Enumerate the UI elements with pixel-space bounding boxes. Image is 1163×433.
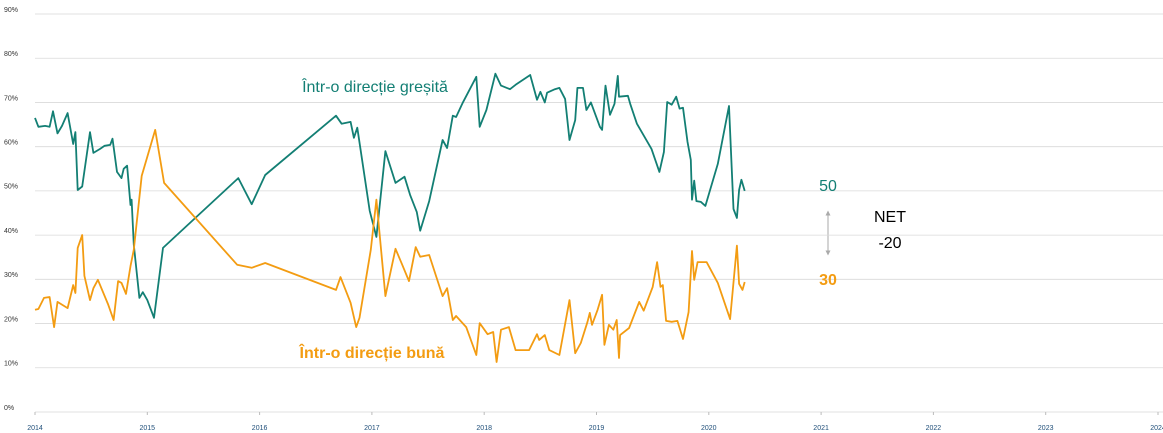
y-tick-label: 0% xyxy=(4,405,14,412)
series-label: Într-o direcție greșită xyxy=(301,77,448,96)
x-tick-label: 2015 xyxy=(140,425,156,432)
y-tick-label: 50% xyxy=(4,184,18,191)
x-tick-label: 2014 xyxy=(27,425,43,432)
series-label: Într-o direcție bună xyxy=(299,343,445,362)
y-tick-label: 20% xyxy=(4,316,18,323)
y-tick-label: 40% xyxy=(4,228,18,235)
x-tick-label: 2016 xyxy=(252,425,268,432)
x-tick-label: 2019 xyxy=(589,425,605,432)
x-tick-label: 2021 xyxy=(813,425,829,432)
x-tick-label: 2023 xyxy=(1038,425,1054,432)
x-tick-label: 2020 xyxy=(701,425,717,432)
end-label: 30 xyxy=(819,272,837,289)
end-label: 50 xyxy=(819,178,837,195)
y-tick-label: 80% xyxy=(4,51,18,58)
x-tick-label: 2022 xyxy=(926,425,942,432)
x-tick-label: 2024 xyxy=(1150,425,1163,432)
series-line xyxy=(34,72,746,319)
y-tick-label: 70% xyxy=(4,95,18,102)
y-tick-label: 10% xyxy=(4,361,18,368)
x-tick-label: 2017 xyxy=(364,425,380,432)
x-tick-label: 2018 xyxy=(476,425,492,432)
net-value: -20 xyxy=(878,235,901,252)
net-title: NET xyxy=(874,209,906,226)
y-tick-label: 30% xyxy=(4,272,18,279)
y-tick-label: 90% xyxy=(4,7,18,14)
series-line xyxy=(34,129,746,363)
y-tick-label: 60% xyxy=(4,140,18,147)
